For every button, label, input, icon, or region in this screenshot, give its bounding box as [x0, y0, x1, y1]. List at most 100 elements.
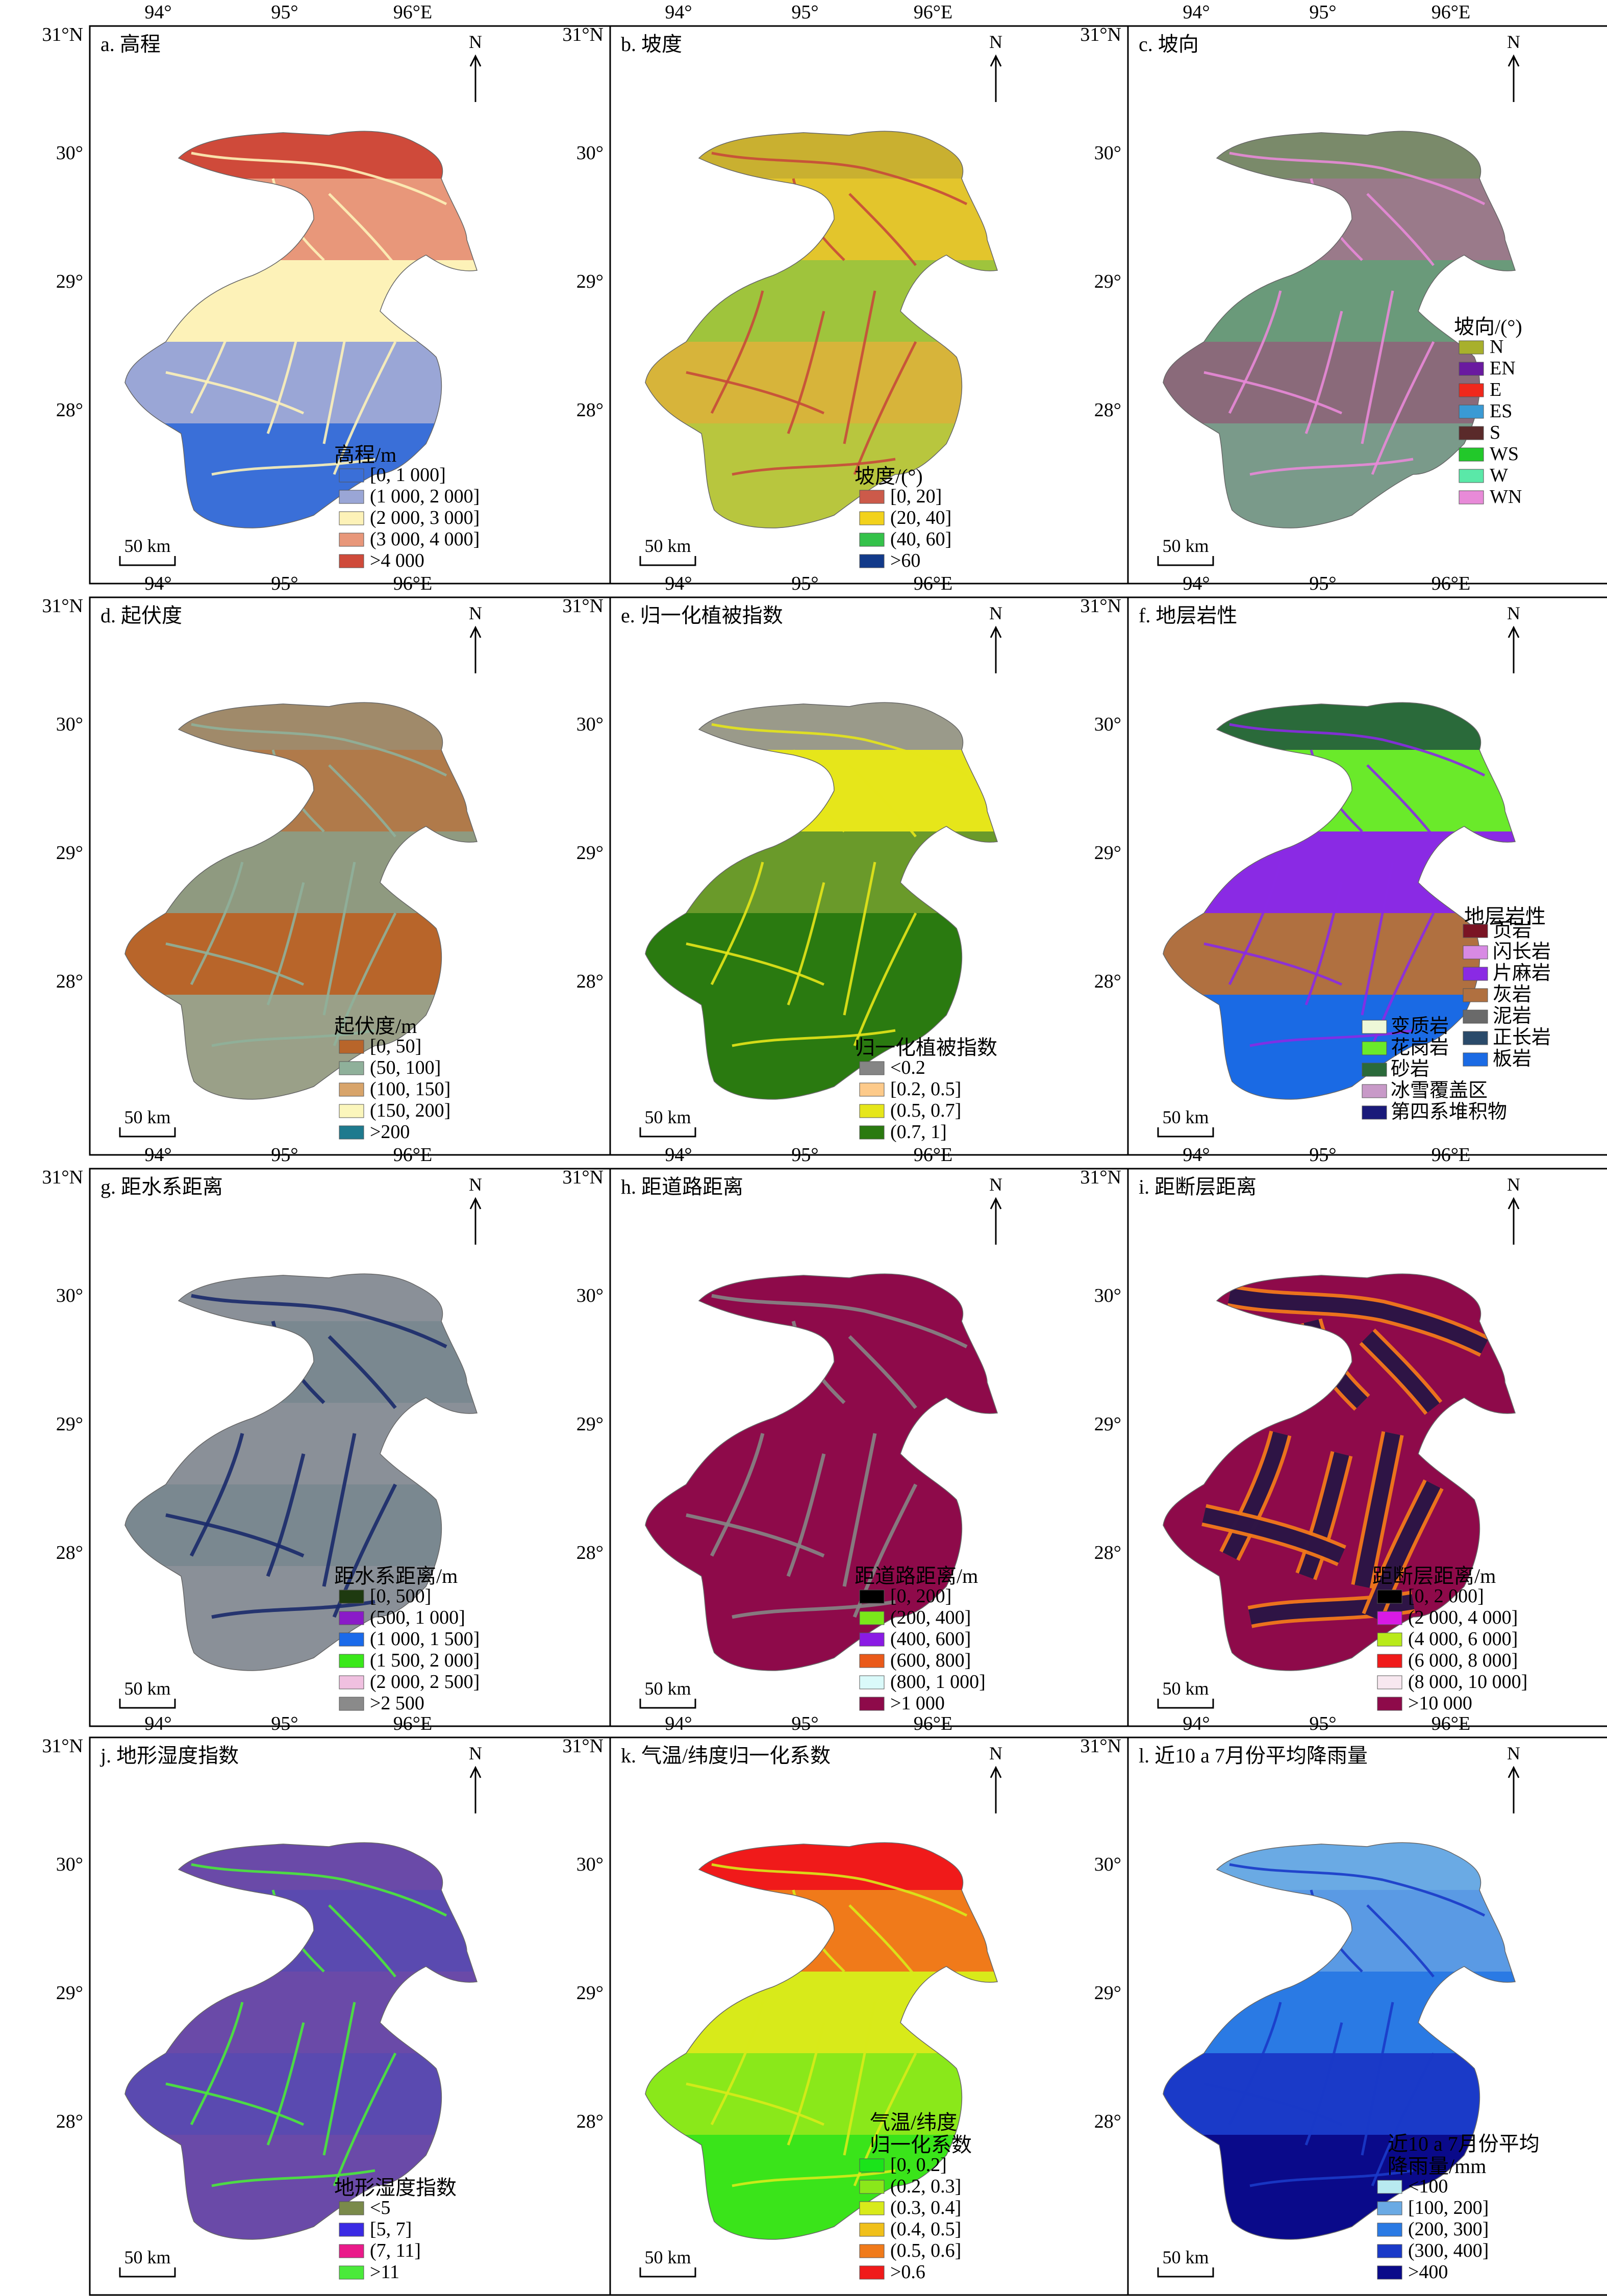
map-panel-g: g. 距水系距离 94° 95° 96°E 31°N 30° 29° 28° N 50 km 距水系…: [42, 1144, 618, 1727]
latitude-label: 29°: [56, 1414, 83, 1435]
latitude-label: 29°: [1094, 1414, 1121, 1435]
map-line: [322, 862, 356, 1016]
legend-swatch: [859, 2265, 885, 2280]
longitude-label: 95°: [791, 1713, 818, 1734]
legend-label: (200, 300]: [1408, 2218, 1489, 2240]
scale-bar: [639, 556, 696, 566]
latitude-label: 31°N: [42, 24, 83, 45]
legend-swatch: [1463, 1010, 1488, 1024]
legend-label: E: [1490, 379, 1501, 400]
legend: 距水系距离/m[0, 500](500, 1 000](1 000, 1 500…: [334, 1565, 480, 1714]
legend-title: 距水系距离/m: [334, 1565, 458, 1587]
map-line: [165, 371, 305, 415]
latitude-label: 30°: [1094, 1854, 1121, 1875]
scale-label: 50 km: [1162, 1107, 1209, 1127]
legend-swatch: [1377, 1632, 1402, 1647]
legend-label: 灰岩: [1493, 984, 1531, 1005]
latitude-label: 30°: [576, 714, 604, 735]
map-line: [333, 2052, 397, 2186]
legend-swatch: [339, 1675, 364, 1689]
north-label: N: [989, 603, 1002, 623]
legend-label: (0.5, 0.6]: [890, 2240, 961, 2261]
longitude-label: 94°: [144, 573, 171, 594]
latitude-label: 28°: [1094, 971, 1121, 992]
legend-label: >60: [890, 550, 920, 571]
legend-label: (2 000, 3 000]: [370, 507, 480, 528]
north-arrow-icon: [469, 54, 482, 102]
legend-label: 第四系堆积物: [1391, 1101, 1507, 1123]
panel-title: g. 距水系距离: [101, 1175, 223, 1198]
north-label: N: [469, 1743, 482, 1763]
latitude-label: 29°: [1094, 1982, 1121, 2004]
legend-label: W: [1490, 465, 1508, 486]
map-panel-i: i. 距断层距离 94° 95° 96°E 31°N 30° 29° 28° N 50 km 距断层…: [1080, 1144, 1607, 1727]
map-line: [686, 2082, 825, 2126]
map-panel-f: f. 地层岩性 94° 95° 96°E 31°N 30° 29° 28° N 50 km 地层岩性…: [1080, 573, 1607, 1156]
longitude-label: 96°E: [393, 573, 432, 594]
latitude-label: 29°: [576, 842, 604, 864]
panel-title: b. 坡度: [621, 33, 682, 56]
longitude-label: 94°: [1183, 573, 1210, 594]
map-panel-svg: h. 距道路距离 94° 95° 96°E 31°N 30° 29° 28° N 50 km 距道路…: [562, 1144, 1138, 1727]
latitude-label: 30°: [576, 1854, 604, 1875]
map-line: [1203, 942, 1343, 986]
scale-bar: [1157, 556, 1214, 566]
map-panel-svg: b. 坡度 94° 95° 96°E 31°N 30° 29° 28° N 50 km 坡度/(°)…: [562, 2, 1138, 585]
legend-label: >11: [370, 2261, 399, 2283]
map-line: [686, 1513, 825, 1558]
latitude-label: 30°: [1094, 714, 1121, 735]
map-line: [1361, 862, 1394, 1016]
map-line: [1228, 1288, 1488, 1354]
latitude-label: 31°N: [562, 24, 604, 45]
map-panel-svg: e. 归一化植被指数 94° 95° 96°E 31°N 30° 29° 28° N 50 km 归…: [562, 573, 1138, 1156]
legend-swatch: [859, 554, 885, 568]
panel-title: a. 高程: [101, 33, 161, 56]
legend-label: (2 000, 4 000]: [1408, 1607, 1518, 1628]
legend-swatch: [1377, 1589, 1402, 1604]
map-line: [787, 311, 825, 434]
legend-swatch: [859, 1589, 885, 1604]
legend-swatch: [859, 1082, 885, 1097]
map-region: [1163, 2053, 1515, 2136]
legend-swatch: [1362, 1084, 1387, 1098]
map-line: [1228, 2002, 1282, 2126]
legend-swatch: [859, 2158, 885, 2173]
legend-swatch: [1459, 362, 1484, 376]
legend-title: 距道路距离/m: [855, 1565, 978, 1587]
legend-label: N: [1490, 336, 1503, 358]
latitude-label: 29°: [56, 842, 83, 864]
legend-swatch: [339, 533, 364, 547]
longitude-label: 96°E: [1432, 1713, 1470, 1734]
map-line: [853, 912, 917, 1046]
map-panel-svg: c. 坡向 94° 95° 96°E 31°N 30° 29° 28° N 50 km 坡向/(°)…: [1080, 2, 1607, 585]
north-arrow-icon: [990, 54, 1002, 102]
map-line: [1202, 1507, 1345, 1563]
north-arrow-icon: [990, 1765, 1002, 1813]
legend-swatch: [1377, 1675, 1402, 1689]
scale-bar: [1157, 2267, 1214, 2278]
longitude-label: 95°: [1309, 573, 1336, 594]
legend-label: (150, 200]: [370, 1100, 450, 1121]
map-line: [322, 2002, 356, 2156]
legend-label: >0.6: [890, 2261, 925, 2283]
legend-swatch: [339, 511, 364, 525]
map-panel-k: k. 气温/纬度归一化系数 94° 95° 96°E 31°N 30° 29° 28° N 50 …: [562, 1713, 1138, 2296]
scale-label: 50 km: [644, 1107, 691, 1127]
map-line: [1371, 341, 1435, 475]
legend-swatch: [339, 1611, 364, 1625]
legend-swatch: [859, 511, 885, 525]
latitude-label: 31°N: [1080, 1167, 1121, 1188]
map-line: [1354, 1432, 1400, 1588]
latitude-label: 29°: [576, 1982, 604, 2004]
map-line: [853, 341, 917, 475]
map-region: [645, 913, 997, 996]
map-line: [787, 2022, 825, 2146]
legend-swatch: [1463, 1031, 1488, 1045]
legend-label: 页岩: [1493, 920, 1531, 941]
latitude-label: 30°: [56, 1285, 83, 1306]
legend-label: S: [1490, 422, 1500, 443]
basin-outline: [1163, 131, 1516, 528]
latitude-label: 29°: [56, 1982, 83, 2004]
legend-swatch: [1377, 2223, 1402, 2237]
legend-swatch: [339, 2201, 364, 2215]
